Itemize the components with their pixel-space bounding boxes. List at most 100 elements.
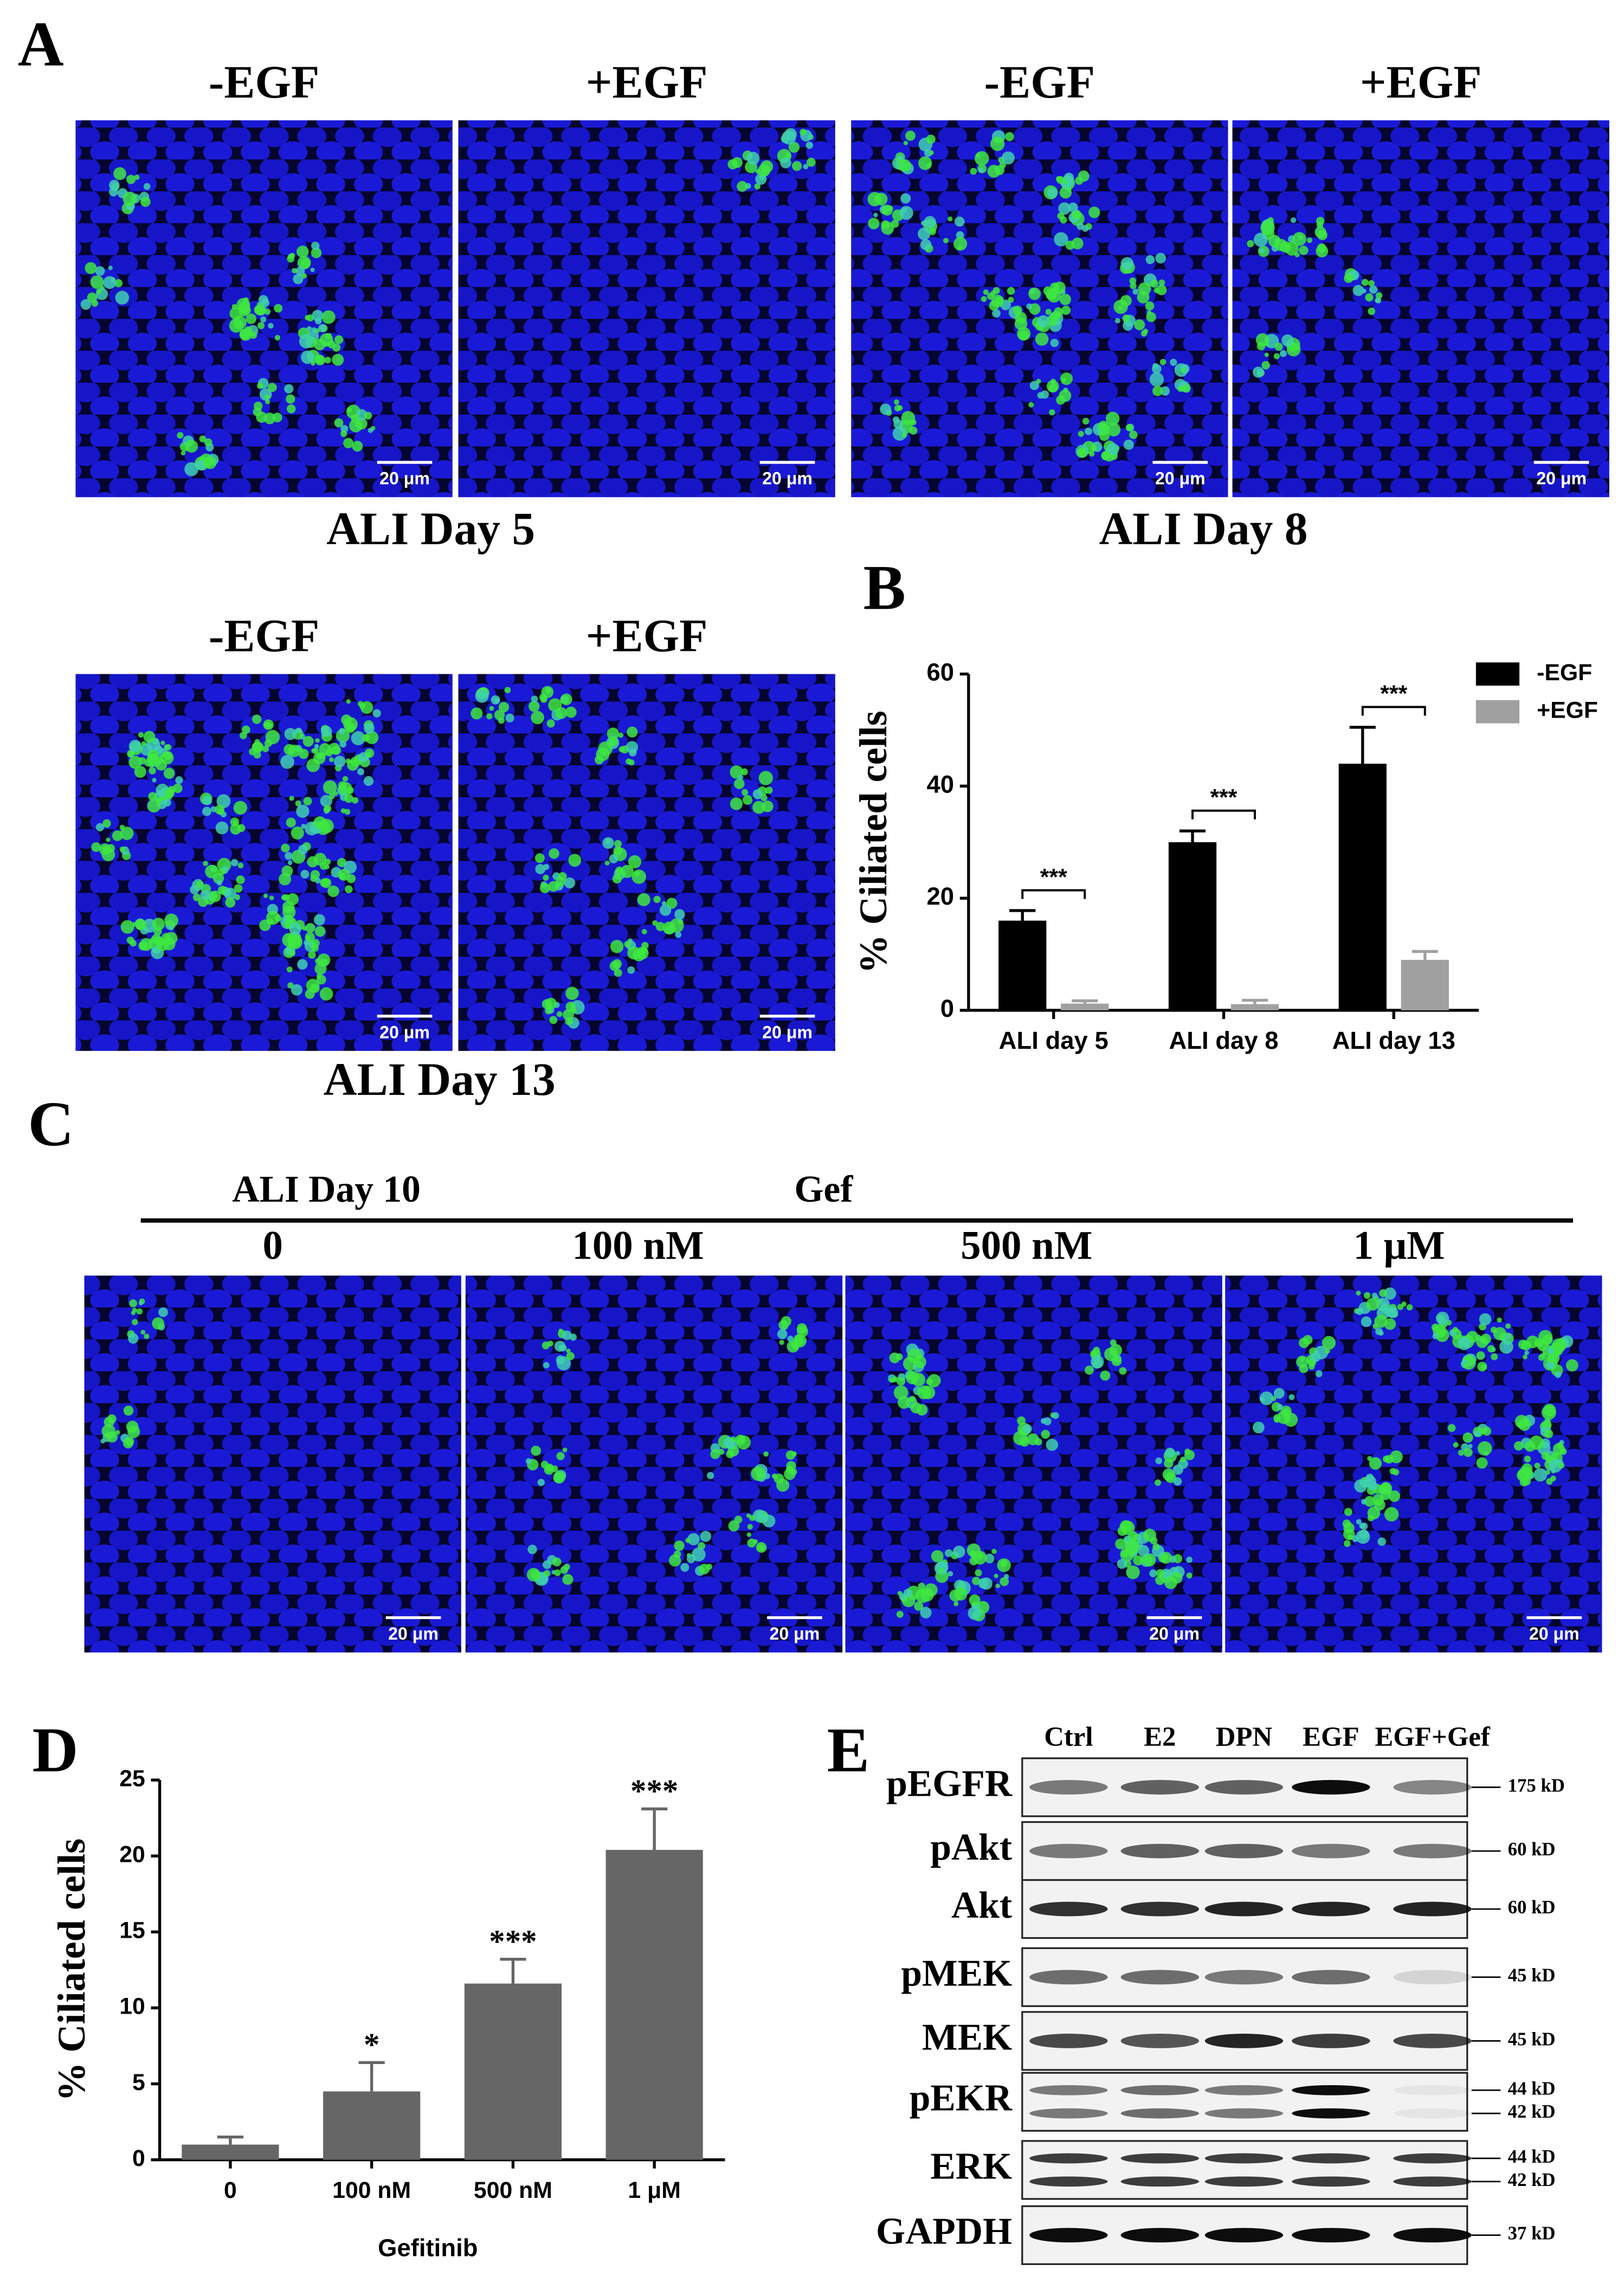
cilia (1120, 295, 1132, 307)
row-label: pEKR (910, 2078, 1013, 2119)
panel-label: D (33, 1715, 79, 1785)
y-tick-label: 60 (927, 659, 955, 686)
cilia (602, 837, 614, 849)
row-label: ERK (930, 2145, 1012, 2187)
cilia (1046, 380, 1059, 393)
cilia (1085, 1365, 1094, 1375)
panel-title: ALI Day 10 (232, 1169, 421, 1210)
cilia (1453, 1442, 1459, 1448)
cilia (282, 933, 297, 947)
cilia (236, 875, 245, 885)
blot-band (1393, 1780, 1472, 1795)
cilia (181, 450, 186, 456)
cilia (680, 1563, 689, 1572)
cilia (1534, 1462, 1541, 1469)
cilia (1463, 1448, 1473, 1457)
cilia (292, 268, 298, 274)
cilia (364, 723, 375, 734)
cilia (785, 152, 791, 158)
blot-band (1292, 2034, 1370, 2048)
cilia (160, 751, 174, 765)
cilia (781, 1316, 791, 1327)
significance-label: *** (489, 1924, 537, 1959)
cilia (1037, 392, 1044, 399)
cilia (881, 221, 894, 235)
cilia (1045, 308, 1052, 315)
y-tick-label: 25 (119, 1765, 145, 1791)
bar (1061, 1003, 1109, 1010)
cilia (1482, 1426, 1492, 1436)
cilia (303, 797, 312, 806)
blot-band (1393, 2108, 1472, 2119)
y-tick-label: 40 (927, 770, 955, 798)
cilia (1368, 307, 1376, 315)
cilia (628, 855, 642, 868)
cilia (229, 307, 242, 320)
cilia (1325, 1348, 1330, 1354)
cilia (992, 309, 1001, 318)
cilia (1137, 1545, 1150, 1557)
blot-band (1204, 2034, 1284, 2048)
cilia (287, 255, 295, 263)
cilia (164, 913, 179, 928)
cilia (1145, 301, 1155, 311)
blot-band (1204, 2108, 1284, 2119)
cilia (968, 1606, 982, 1620)
marker-label: 42 kD (1508, 2169, 1556, 2190)
cilia (257, 383, 263, 389)
cilia (281, 894, 287, 901)
cilia (898, 159, 911, 172)
cilia (1401, 1301, 1407, 1307)
bar (323, 2091, 421, 2160)
cilia (752, 1509, 766, 1523)
cilia (1149, 372, 1164, 387)
cilia (1164, 1459, 1174, 1468)
cilia (898, 155, 904, 161)
cilia (1322, 1336, 1336, 1350)
significance-label: *** (630, 1773, 678, 1809)
cilia (554, 1569, 561, 1576)
cilia (706, 1472, 714, 1479)
cilia (1361, 1316, 1372, 1327)
cilia (249, 748, 256, 756)
bar (605, 1849, 703, 2160)
cilia (1054, 232, 1068, 247)
x-tick-label: ALI day 13 (1332, 1027, 1455, 1054)
cilia (1052, 1412, 1059, 1420)
blot-band (1204, 2176, 1284, 2187)
cilia (867, 192, 882, 207)
cilia (1549, 1459, 1562, 1473)
cilia (262, 745, 269, 752)
cilia (1382, 1455, 1390, 1463)
cilia (265, 394, 270, 399)
cilia (1435, 1311, 1449, 1325)
cilia (1311, 1352, 1321, 1362)
cilia (608, 737, 618, 746)
cilia (192, 893, 201, 901)
micrograph: 20 μm (465, 1275, 843, 1653)
cilia (926, 163, 932, 168)
cilia (346, 407, 352, 412)
cilia (263, 412, 276, 424)
cilia (280, 754, 294, 769)
cilia (534, 853, 545, 863)
cilia (1061, 377, 1067, 383)
cilia (1122, 314, 1130, 323)
cilia (239, 328, 252, 341)
cilia (543, 863, 550, 870)
bar (1230, 1004, 1279, 1010)
cilia (555, 876, 566, 887)
cilia (746, 1532, 752, 1537)
cilia (295, 800, 301, 807)
image-header: 1 μM (1353, 1223, 1445, 1268)
cilia (598, 741, 613, 756)
cilia (1545, 1469, 1550, 1475)
image-header: -EGF (209, 56, 319, 108)
cilia (1314, 226, 1326, 238)
cilia (895, 1353, 903, 1360)
cilia (1171, 1572, 1183, 1584)
cilia (1366, 1298, 1380, 1311)
cilia (158, 1307, 168, 1317)
blot-band (1393, 1970, 1472, 1985)
drug-label: Gef (794, 1169, 853, 1210)
